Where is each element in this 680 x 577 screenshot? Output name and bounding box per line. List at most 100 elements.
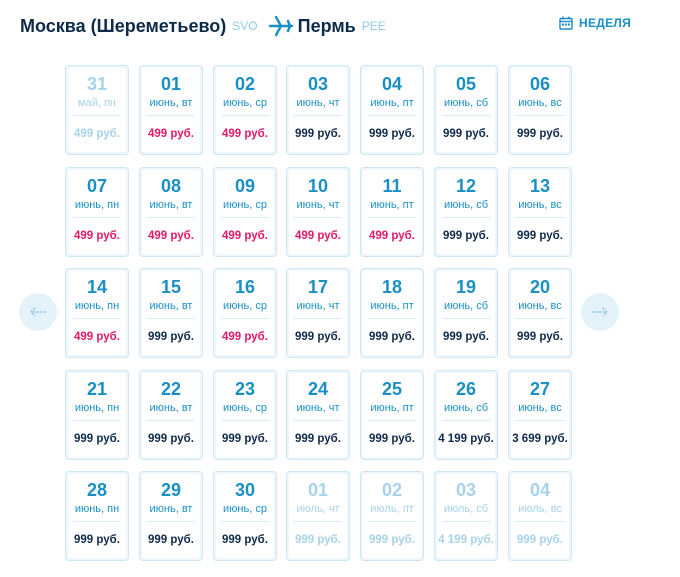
date-month-weekday: июнь, чт (296, 402, 340, 414)
date-price: 999 руб. (517, 128, 563, 140)
date-cell[interactable]: 24 июнь, чт 999 руб. (286, 370, 350, 460)
date-day: 14 (86, 277, 108, 297)
date-cell[interactable]: 08 июнь, вт 499 руб. (139, 167, 203, 257)
date-cell[interactable]: 21 июнь, пн 999 руб. (65, 370, 129, 460)
date-day: 28 (86, 480, 108, 500)
date-price: 999 руб. (369, 128, 415, 140)
date-cell[interactable]: 13 июнь, вс 999 руб. (508, 167, 572, 257)
date-cell[interactable]: 16 июнь, ср 499 руб. (213, 268, 277, 358)
date-cell[interactable]: 04 июль, вс 999 руб. (508, 471, 572, 561)
date-cell[interactable]: 01 июль, чт 999 руб. (286, 471, 350, 561)
date-month-weekday: июль, вс (518, 503, 562, 515)
date-cell[interactable]: 22 июнь, вт 999 руб. (139, 370, 203, 460)
date-price: 499 руб. (74, 128, 120, 140)
divider (368, 217, 416, 218)
date-day: 01 (307, 480, 329, 500)
date-price: 999 руб. (295, 433, 341, 445)
divider (368, 115, 416, 116)
divider (516, 217, 564, 218)
date-day: 02 (381, 480, 403, 500)
divider (147, 318, 195, 319)
date-price: 999 руб. (148, 534, 194, 546)
date-price: 499 руб. (148, 128, 194, 140)
calendar-icon (559, 16, 573, 30)
divider (368, 420, 416, 421)
arrow-right-icon (592, 307, 609, 317)
date-price: 999 руб. (517, 534, 563, 546)
date-cell[interactable]: 31 май, пн 499 руб. (65, 65, 129, 155)
date-cell[interactable]: 29 июнь, вт 999 руб. (139, 471, 203, 561)
date-price: 499 руб. (74, 331, 120, 343)
date-day: 01 (160, 74, 182, 94)
destination-code: PEE (361, 19, 386, 33)
arrow-left-icon (29, 307, 46, 317)
date-day: 03 (307, 74, 329, 94)
divider (294, 521, 342, 522)
date-price: 999 руб. (443, 331, 489, 343)
date-month-weekday: июнь, вт (149, 199, 193, 211)
date-day: 19 (455, 277, 477, 297)
divider (442, 217, 490, 218)
date-cell[interactable]: 04 июнь, пт 999 руб. (360, 65, 424, 155)
divider (516, 420, 564, 421)
date-day: 25 (381, 379, 403, 399)
date-cell[interactable]: 14 июнь, пн 499 руб. (65, 268, 129, 358)
date-day: 22 (160, 379, 182, 399)
date-price: 999 руб. (517, 230, 563, 242)
date-cell[interactable]: 17 июнь, чт 999 руб. (286, 268, 350, 358)
date-cell[interactable]: 20 июнь, вс 999 руб. (508, 268, 572, 358)
date-month-weekday: июнь, чт (296, 300, 340, 312)
date-cell[interactable]: 27 июнь, вс 3 699 руб. (508, 370, 572, 460)
next-period-button[interactable] (581, 293, 619, 331)
date-price: 499 руб. (222, 331, 268, 343)
date-price: 999 руб. (517, 331, 563, 343)
date-cell[interactable]: 23 июнь, ср 999 руб. (213, 370, 277, 460)
date-cell[interactable]: 01 июнь, вт 499 руб. (139, 65, 203, 155)
date-month-weekday: июнь, сб (443, 300, 489, 312)
divider (442, 318, 490, 319)
date-cell[interactable]: 19 июнь, сб 999 руб. (434, 268, 498, 358)
date-cell[interactable]: 05 июнь, сб 999 руб. (434, 65, 498, 155)
date-price: 499 руб. (295, 230, 341, 242)
date-month-weekday: июнь, пт (370, 300, 414, 312)
date-cell[interactable]: 02 июнь, ср 499 руб. (213, 65, 277, 155)
date-month-weekday: июнь, ср (223, 402, 267, 414)
divider (73, 217, 121, 218)
date-cell[interactable]: 03 июнь, чт 999 руб. (286, 65, 350, 155)
date-month-weekday: июнь, вс (518, 97, 562, 109)
date-price: 999 руб. (295, 534, 341, 546)
date-price: 499 руб. (222, 230, 268, 242)
date-day: 17 (307, 277, 329, 297)
date-month-weekday: июнь, чт (296, 97, 340, 109)
date-day: 18 (381, 277, 403, 297)
date-price: 999 руб. (369, 331, 415, 343)
date-cell[interactable]: 03 июль, сб 4 199 руб. (434, 471, 498, 561)
divider (73, 420, 121, 421)
date-cell[interactable]: 18 июнь, пт 999 руб. (360, 268, 424, 358)
date-cell[interactable]: 09 июнь, ср 499 руб. (213, 167, 277, 257)
week-view-toggle[interactable]: НЕДЕЛЯ (559, 16, 631, 30)
date-cell[interactable]: 10 июнь, чт 499 руб. (286, 167, 350, 257)
prev-period-button[interactable] (19, 293, 57, 331)
date-cell[interactable]: 06 июнь, вс 999 руб. (508, 65, 572, 155)
date-cell[interactable]: 11 июнь, пт 499 руб. (360, 167, 424, 257)
date-cell[interactable]: 15 июнь, вт 999 руб. (139, 268, 203, 358)
date-cell[interactable]: 30 июнь, ср 999 руб. (213, 471, 277, 561)
date-cell[interactable]: 02 июль, пт 999 руб. (360, 471, 424, 561)
date-month-weekday: июнь, вс (518, 300, 562, 312)
date-cell[interactable]: 26 июнь, сб 4 199 руб. (434, 370, 498, 460)
date-cell[interactable]: 12 июнь, сб 999 руб. (434, 167, 498, 257)
date-price: 999 руб. (148, 433, 194, 445)
date-cell[interactable]: 28 июнь, пн 999 руб. (65, 471, 129, 561)
week-view-label: НЕДЕЛЯ (579, 16, 632, 30)
date-day: 15 (160, 277, 182, 297)
date-day: 21 (86, 379, 108, 399)
divider (368, 521, 416, 522)
date-cell[interactable]: 07 июнь, пн 499 руб. (65, 167, 129, 257)
divider (147, 521, 195, 522)
date-cell[interactable]: 25 июнь, пт 999 руб. (360, 370, 424, 460)
date-day: 07 (86, 176, 108, 196)
origin-code: SVO (232, 19, 258, 33)
date-price: 4 199 руб. (438, 534, 494, 546)
route-header: Москва (Шереметьево) SVO Пермь PEE (20, 12, 392, 40)
